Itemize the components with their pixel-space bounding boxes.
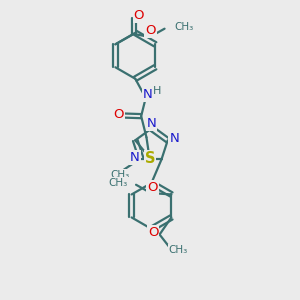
- Text: O: O: [134, 9, 144, 22]
- Text: O: O: [148, 226, 158, 239]
- Text: CH₃: CH₃: [175, 22, 194, 32]
- Text: CH₃: CH₃: [109, 178, 128, 188]
- Text: N: N: [143, 88, 152, 101]
- Text: CH₃: CH₃: [111, 170, 130, 180]
- Text: N: N: [130, 152, 140, 164]
- Text: N: N: [169, 132, 179, 145]
- Text: O: O: [145, 24, 156, 37]
- Text: O: O: [147, 181, 158, 194]
- Text: O: O: [113, 108, 124, 121]
- Text: N: N: [147, 117, 156, 130]
- Text: H: H: [153, 86, 161, 96]
- Text: CH₃: CH₃: [169, 245, 188, 255]
- Text: S: S: [145, 151, 155, 166]
